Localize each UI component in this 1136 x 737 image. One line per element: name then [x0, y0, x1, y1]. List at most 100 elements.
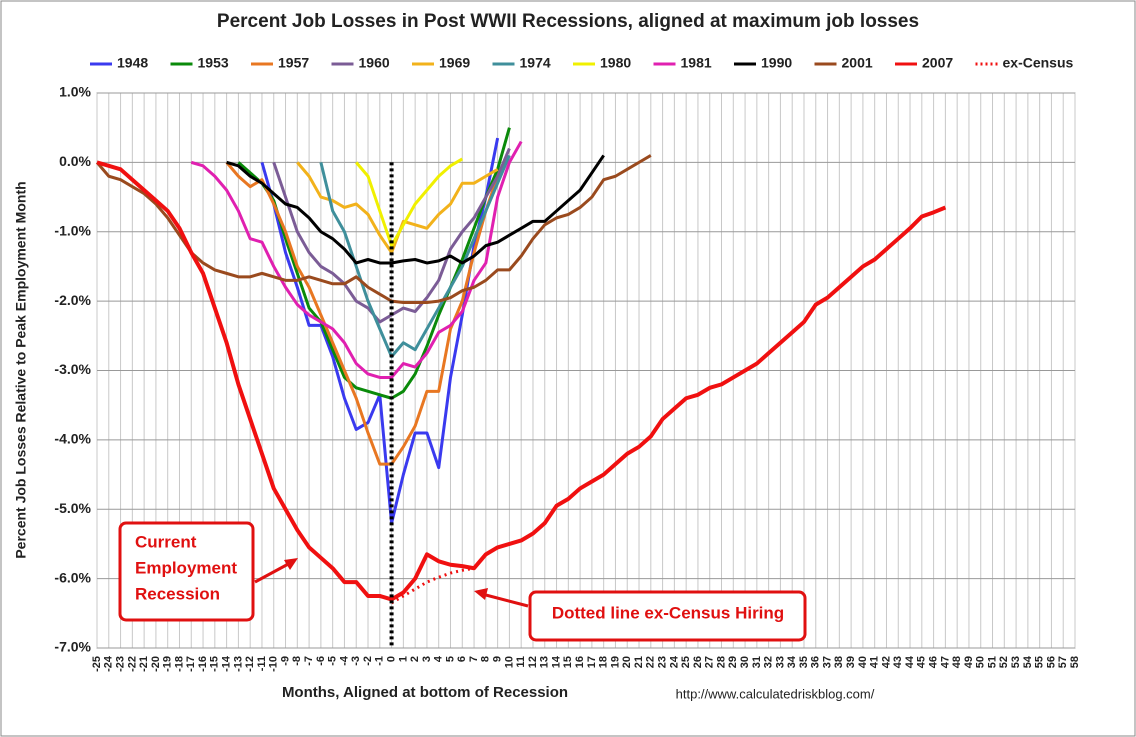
- series-line: [355, 157, 464, 248]
- x-tick-label: 49: [963, 656, 975, 668]
- arrowhead: [474, 588, 488, 600]
- x-tick-label: -14: [221, 655, 233, 672]
- y-tick-label: -5.0%: [54, 500, 91, 516]
- x-tick-label: 35: [798, 656, 810, 668]
- x-tick-label: 9: [492, 656, 504, 662]
- x-tick-label: 16: [574, 656, 586, 668]
- x-tick-label: -1: [374, 656, 386, 666]
- x-tick-label: 47: [939, 656, 951, 668]
- x-tick-label: 36: [810, 656, 822, 668]
- x-tick-label: -16: [197, 656, 209, 672]
- legend-label: 1957: [278, 55, 309, 71]
- x-tick-label: 32: [763, 656, 775, 668]
- x-tick-label: 26: [692, 656, 704, 668]
- x-tick-label: -20: [150, 656, 162, 672]
- x-tick-label: 25: [680, 656, 692, 668]
- x-tick-label: 54: [1022, 655, 1034, 668]
- x-tick-label: -9: [279, 656, 291, 666]
- x-tick-label: 2: [409, 656, 421, 662]
- legend-label: 1990: [761, 55, 792, 71]
- x-tick-label: 56: [1045, 656, 1057, 668]
- legend-label: 1974: [520, 55, 551, 71]
- x-tick-label: 7: [468, 656, 480, 662]
- source: http://www.calculatedriskblog.com/: [676, 686, 875, 701]
- x-axis-title: Months, Aligned at bottom of Recession: [282, 684, 568, 701]
- x-tick-label: 37: [821, 656, 833, 668]
- y-axis-title: Percent Job Losses Relative to Peak Empl…: [13, 181, 29, 558]
- x-tick-label: 23: [656, 656, 668, 668]
- arrowhead: [284, 558, 298, 570]
- x-tick-label: 0: [385, 656, 397, 662]
- series-line: [319, 154, 511, 359]
- annotation-arrow: [254, 560, 293, 584]
- annotation-box: [528, 590, 807, 642]
- series-line: [226, 154, 605, 265]
- x-tick-label: -8: [291, 656, 303, 666]
- x-tick-label: 52: [998, 656, 1010, 668]
- x-tick-label: -22: [126, 656, 138, 672]
- x-tick-label: 33: [774, 656, 786, 668]
- legend-label: 1981: [681, 55, 712, 71]
- x-tick-label: 42: [880, 656, 892, 668]
- x-tick-label: 20: [621, 656, 633, 668]
- x-tick-label: 55: [1034, 656, 1046, 668]
- x-tick-label: -5: [327, 656, 339, 666]
- x-tick-label: 24: [668, 655, 680, 668]
- x-tick-label: -24: [103, 655, 115, 672]
- annotation-text: Dotted line ex-Census Hiring: [552, 603, 784, 622]
- series-line: [190, 140, 523, 379]
- x-tick-label: 48: [951, 656, 963, 668]
- x-tick-label: -21: [138, 656, 150, 672]
- x-tick-label: -23: [114, 656, 126, 672]
- legend-label: 2001: [842, 55, 873, 71]
- x-tick-label: -15: [209, 656, 221, 672]
- y-tick-label: -2.0%: [54, 292, 91, 308]
- x-tick-label: -25: [91, 656, 103, 672]
- x-tick-label: 6: [456, 656, 468, 662]
- legend-label: 1969: [439, 55, 470, 71]
- x-tick-label: 14: [550, 655, 562, 668]
- x-tick-label: 40: [857, 656, 869, 668]
- x-tick-label: 12: [527, 656, 539, 668]
- plot: [95, 127, 947, 648]
- x-tick-label: 21: [633, 656, 645, 668]
- x-tick-label: -13: [232, 656, 244, 672]
- legend-label: ex-Census: [1003, 55, 1074, 71]
- x-tick-label: -17: [185, 656, 197, 672]
- x-tick-label: 44: [904, 655, 916, 668]
- y-tick-label: -7.0%: [54, 639, 91, 655]
- annotation-text: Current: [135, 532, 197, 551]
- y-tick-label: 1.0%: [59, 84, 91, 100]
- annotation-box: [118, 521, 255, 622]
- x-tick-label: 29: [727, 656, 739, 668]
- x-tick-label: 38: [833, 656, 845, 668]
- x-tick-label: -6: [315, 656, 327, 666]
- x-tick-label: -19: [162, 656, 174, 672]
- x-tick-label: 15: [562, 656, 574, 668]
- x-tick-label: -3: [350, 656, 362, 666]
- x-tick-label: 27: [704, 656, 716, 668]
- x-tick-label: 19: [609, 656, 621, 668]
- x-tick-label: 1: [397, 656, 409, 662]
- y-tick-label: 0.0%: [59, 153, 91, 169]
- x-tick-label: 13: [539, 656, 551, 668]
- annotations: Current Employment Recession Dotted line ex…: [118, 521, 807, 642]
- annotation-arrow: [481, 592, 529, 608]
- legend-label: 2007: [922, 55, 953, 71]
- x-tick-label: 53: [1010, 656, 1022, 668]
- x-tick-label: 11: [515, 656, 527, 668]
- x-tick-label: 57: [1057, 656, 1069, 668]
- y-tick-label: -6.0%: [54, 569, 91, 585]
- x-tick-label: -11: [256, 656, 268, 671]
- x-tick-label: 30: [739, 656, 751, 668]
- x-tick-label: 31: [751, 656, 763, 668]
- x-tick-label: -12: [244, 656, 256, 672]
- x-tick-label: 34: [786, 655, 798, 668]
- x-tick-label: -7: [303, 656, 315, 666]
- x-tick-label: 46: [928, 656, 940, 668]
- x-tick-label: 18: [598, 656, 610, 668]
- legend-label: 1948: [117, 55, 148, 71]
- x-tick-label: -2: [362, 656, 374, 666]
